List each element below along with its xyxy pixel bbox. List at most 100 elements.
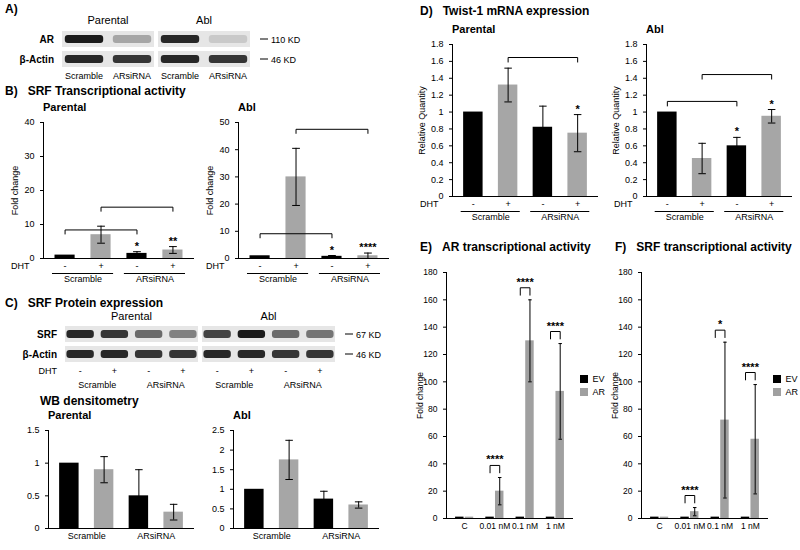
svg-text:****: ****: [359, 241, 377, 253]
svg-text:DHT: DHT: [420, 199, 439, 209]
svg-text:Scramble: Scramble: [666, 212, 704, 222]
svg-text:ARsiRNA: ARsiRNA: [137, 531, 175, 541]
svg-text:40: 40: [219, 145, 229, 155]
svg-text:C: C: [657, 521, 663, 531]
svg-text:Fold change: Fold change: [205, 166, 215, 216]
svg-text:Relative Quantity: Relative Quantity: [611, 86, 621, 155]
svg-text:180: 180: [423, 267, 437, 277]
svg-text:30: 30: [219, 172, 229, 182]
svg-text:****: ****: [681, 484, 699, 496]
svg-text:Parental: Parental: [88, 14, 129, 26]
svg-text:*: *: [735, 125, 740, 137]
svg-text:0.5: 0.5: [27, 491, 40, 501]
svg-text:Scramble: Scramble: [253, 531, 291, 541]
svg-text:Fold change: Fold change: [610, 372, 620, 419]
svg-text:2: 2: [219, 445, 224, 455]
svg-text:-: -: [64, 261, 67, 271]
svg-text:0: 0: [632, 191, 637, 201]
svg-text:1.4: 1.4: [431, 73, 444, 83]
svg-text:Scramble: Scramble: [65, 71, 103, 81]
svg-text:****: ****: [517, 276, 535, 288]
svg-text:+: +: [505, 199, 510, 209]
svg-text:*: *: [718, 318, 723, 330]
svg-text:0.4: 0.4: [431, 158, 444, 168]
svg-text:ARsiRNA: ARsiRNA: [322, 531, 360, 541]
svg-text:110 KD: 110 KD: [271, 35, 301, 45]
svg-text:1.5: 1.5: [212, 465, 225, 475]
svg-text:DHT: DHT: [614, 199, 633, 209]
svg-text:20: 20: [623, 486, 633, 496]
svg-text:-: -: [330, 261, 333, 271]
svg-text:67 KD: 67 KD: [356, 330, 382, 340]
svg-text:0: 0: [219, 523, 224, 533]
svg-text:0.01 nM: 0.01 nM: [480, 521, 511, 531]
svg-text:-: -: [79, 366, 82, 376]
svg-text:100: 100: [423, 377, 437, 387]
svg-text:ARsiRNA: ARsiRNA: [541, 212, 579, 222]
svg-text:0: 0: [433, 513, 438, 523]
svg-text:1: 1: [632, 107, 637, 117]
svg-text:1: 1: [219, 484, 224, 494]
svg-text:0.8: 0.8: [625, 124, 638, 134]
svg-text:ARsiRNA: ARsiRNA: [209, 71, 247, 81]
svg-text:1.2: 1.2: [431, 90, 444, 100]
svg-text:40: 40: [24, 117, 34, 127]
svg-text:1 nM: 1 nM: [546, 521, 565, 531]
svg-text:140: 140: [618, 322, 632, 332]
svg-text:Fold change: Fold change: [415, 372, 425, 419]
svg-text:****: ****: [547, 320, 565, 332]
svg-text:180: 180: [618, 267, 632, 277]
svg-text:β-Actin: β-Actin: [20, 54, 54, 65]
svg-text:50: 50: [219, 117, 229, 127]
svg-text:+: +: [180, 366, 185, 376]
svg-text:Scramble: Scramble: [68, 531, 106, 541]
svg-text:30: 30: [24, 151, 34, 161]
svg-text:+: +: [293, 261, 298, 271]
svg-text:*: *: [770, 98, 775, 110]
svg-text:-: -: [216, 366, 219, 376]
svg-text:10: 10: [24, 219, 34, 229]
svg-text:+: +: [170, 261, 175, 271]
svg-text:1.8: 1.8: [625, 39, 638, 49]
svg-text:1.4: 1.4: [625, 73, 638, 83]
svg-text:0.1 nM: 0.1 nM: [707, 521, 733, 531]
svg-text:20: 20: [219, 199, 229, 209]
svg-text:+: +: [249, 366, 254, 376]
svg-text:60: 60: [428, 431, 438, 441]
svg-text:1 nM: 1 nM: [741, 521, 760, 531]
svg-text:Scramble: Scramble: [64, 274, 102, 284]
svg-text:0.4: 0.4: [625, 158, 638, 168]
svg-text:Scramble: Scramble: [215, 380, 253, 390]
svg-text:**: **: [169, 235, 178, 247]
svg-text:Fold change: Fold change: [10, 166, 20, 216]
svg-text:+: +: [365, 261, 370, 271]
svg-text:120: 120: [423, 349, 437, 359]
svg-text:β-Actin: β-Actin: [23, 349, 57, 360]
svg-text:AR: AR: [40, 34, 55, 45]
svg-text:+: +: [575, 199, 580, 209]
svg-text:1.6: 1.6: [431, 56, 444, 66]
svg-text:*: *: [330, 244, 335, 256]
svg-text:+: +: [317, 366, 322, 376]
svg-text:+: +: [98, 261, 103, 271]
svg-text:1.6: 1.6: [625, 56, 638, 66]
svg-text:0.8: 0.8: [431, 124, 444, 134]
svg-text:Scramble: Scramble: [161, 71, 199, 81]
svg-text:DHT: DHT: [11, 261, 30, 271]
svg-text:1.8: 1.8: [431, 39, 444, 49]
svg-text:SRF: SRF: [37, 329, 57, 340]
svg-text:1: 1: [438, 107, 443, 117]
svg-text:0: 0: [628, 513, 633, 523]
svg-text:0: 0: [224, 253, 229, 263]
svg-text:0.2: 0.2: [431, 174, 444, 184]
svg-text:0: 0: [34, 523, 39, 533]
svg-text:Abl: Abl: [196, 14, 212, 26]
svg-text:0.6: 0.6: [431, 141, 444, 151]
svg-text:60: 60: [623, 431, 633, 441]
svg-text:-: -: [259, 261, 262, 271]
svg-text:DHT: DHT: [39, 366, 58, 376]
svg-text:Scramble: Scramble: [78, 380, 116, 390]
svg-text:80: 80: [623, 404, 633, 414]
svg-text:ARsiRNA: ARsiRNA: [331, 274, 369, 284]
svg-text:10: 10: [219, 226, 229, 236]
